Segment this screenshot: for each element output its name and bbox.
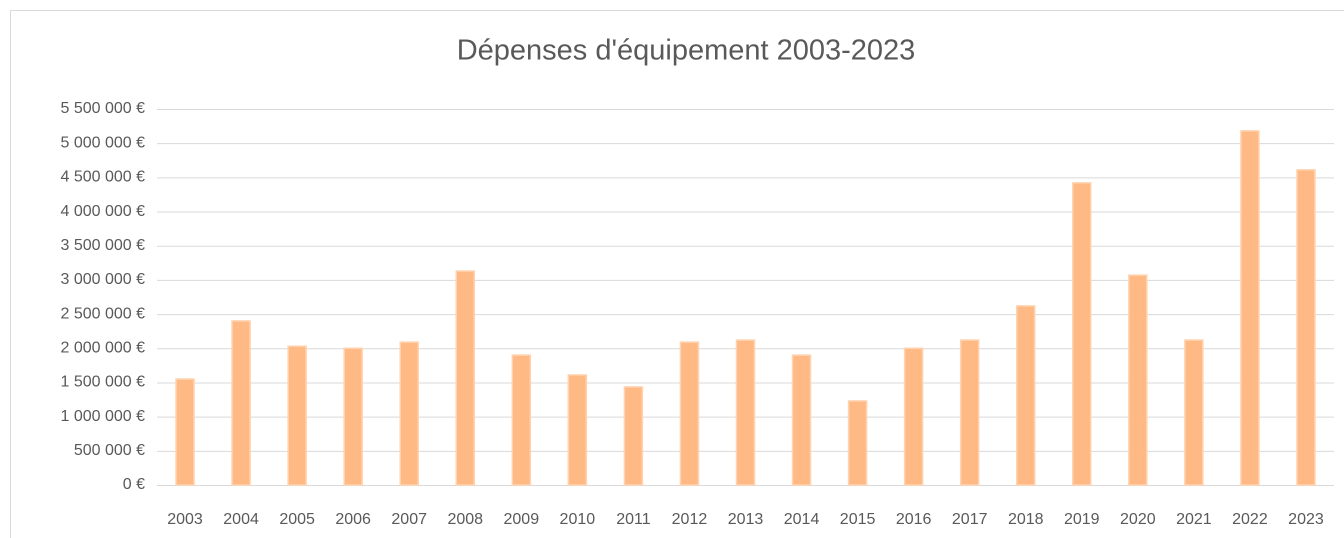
- x-tick-label: 2009: [504, 511, 540, 528]
- x-tick-label: 2016: [896, 511, 932, 528]
- y-tick-label: 500 000 €: [74, 442, 145, 459]
- bar: [1240, 130, 1260, 486]
- bar: [231, 320, 251, 486]
- x-tick-label: 2017: [952, 511, 988, 528]
- bar: [287, 345, 307, 486]
- bar: [1184, 339, 1204, 486]
- x-tick-label: 2011: [616, 511, 651, 528]
- x-tick-label: 2005: [279, 511, 315, 528]
- chart-title: Dépenses d'équipement 2003-2023: [457, 35, 916, 67]
- x-tick-label: 2023: [1288, 511, 1324, 528]
- y-tick-label: 5 000 000 €: [60, 134, 145, 151]
- x-tick-label: 2007: [391, 511, 427, 528]
- bar: [1072, 182, 1092, 486]
- bar: [567, 374, 588, 486]
- bar: [735, 339, 756, 486]
- x-tick-label: 2003: [167, 511, 203, 528]
- bar: [455, 270, 476, 486]
- x-tick-label: 2021: [1176, 511, 1212, 528]
- y-tick-label: 5 500 000 €: [60, 100, 145, 117]
- x-tick-label: 2015: [840, 511, 876, 528]
- y-tick-label: 3 500 000 €: [60, 237, 145, 254]
- bar: [903, 347, 924, 486]
- x-tick-label: 2006: [335, 511, 371, 528]
- bar: [1128, 274, 1148, 486]
- bar: [399, 341, 419, 486]
- bar: [847, 400, 868, 486]
- x-tick-label: 2020: [1120, 511, 1156, 528]
- x-tick-label: 2013: [728, 511, 764, 528]
- x-tick-label: 2010: [560, 511, 596, 528]
- x-tick-label: 2019: [1064, 511, 1100, 528]
- bar: [679, 341, 700, 486]
- y-tick-label: 0 €: [123, 476, 145, 493]
- x-tick-label: 2008: [447, 511, 483, 528]
- y-tick-label: 1 000 000 €: [60, 408, 145, 425]
- bar: [623, 386, 644, 486]
- y-tick-label: 2 500 000 €: [60, 305, 145, 322]
- bar: [791, 354, 812, 486]
- bar: [1296, 169, 1316, 486]
- x-tick-label: 2014: [784, 511, 820, 528]
- chart-border: [10, 10, 1344, 538]
- y-tick-label: 2 000 000 €: [60, 339, 145, 356]
- bar: [511, 354, 532, 486]
- x-tick-label: 2018: [1008, 511, 1044, 528]
- y-tick-label: 1 500 000 €: [60, 374, 145, 391]
- bar: [175, 378, 195, 486]
- bar: [959, 339, 980, 486]
- y-tick-label: 4 500 000 €: [60, 169, 145, 186]
- bar: [343, 347, 363, 486]
- y-tick-label: 4 000 000 €: [60, 203, 145, 220]
- x-tick-label: 2004: [223, 511, 259, 528]
- y-tick-label: 3 000 000 €: [60, 271, 145, 288]
- x-tick-label: 2012: [672, 511, 708, 528]
- x-tick-label: 2022: [1232, 511, 1268, 528]
- bar: [1015, 305, 1036, 486]
